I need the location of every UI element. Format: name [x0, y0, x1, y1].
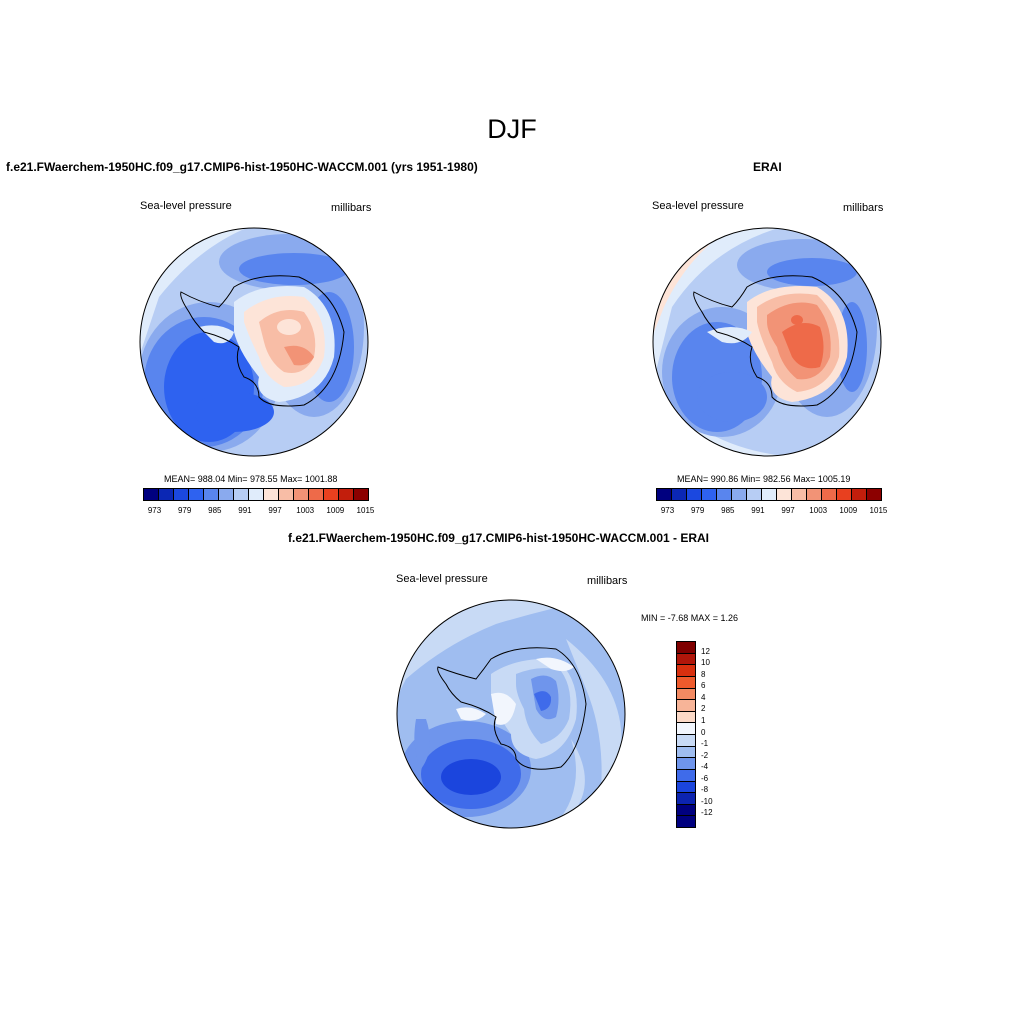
colorbar-swatch — [822, 489, 837, 500]
colorbar-tick-label: 1009 — [326, 506, 345, 515]
colorbar-tick-label: 8 — [701, 669, 706, 679]
colorbar-swatch — [144, 489, 159, 500]
colorbar-swatch — [339, 489, 354, 500]
colorbar-swatch — [837, 489, 852, 500]
colorbar-swatch — [264, 489, 279, 500]
colorbar-swatch — [234, 489, 249, 500]
colorbar-swatch — [677, 653, 695, 666]
colorbar-tick-label: -12 — [701, 808, 713, 818]
colorbar-tick-label: 991 — [751, 506, 765, 515]
colorbar-swatch — [677, 816, 695, 827]
colorbar-swatch — [354, 489, 368, 500]
colorbar-tick-label: 1003 — [296, 506, 315, 515]
colorbar-swatch — [677, 700, 695, 712]
colorbar-swatch — [204, 489, 219, 500]
colorbar-swatch — [677, 746, 695, 759]
colorbar-swatch — [249, 489, 264, 500]
colorbar-swatch — [672, 489, 687, 500]
colorbar-tick-label: 985 — [208, 506, 222, 515]
colorbar-swatch — [677, 781, 695, 794]
colorbar-tick-label: -4 — [701, 762, 709, 772]
colorbar-swatch — [219, 489, 234, 500]
colorbar-swatch — [677, 665, 695, 677]
colorbar-tick-label: -10 — [701, 796, 713, 806]
panel-3-map — [396, 599, 626, 829]
colorbar-tick-label: 985 — [721, 506, 735, 515]
panel-3-colorbar — [676, 641, 696, 828]
colorbar-tick-label: -8 — [701, 785, 709, 795]
colorbar-tick-label: 12 — [701, 646, 710, 656]
colorbar-tick-label: 10 — [701, 658, 710, 668]
colorbar-swatch — [677, 735, 695, 747]
panel-2-stats: MEAN= 990.86 Min= 982.56 Max= 1005.19 — [677, 474, 851, 484]
colorbar-swatch — [309, 489, 324, 500]
colorbar-tick-label: 973 — [660, 506, 675, 515]
colorbar-tick-label: 1015 — [356, 506, 375, 515]
panel-2-colorbar — [656, 488, 882, 501]
colorbar-tick-label: 6 — [701, 681, 706, 691]
panel-2-variable-label: Sea-level pressure — [652, 200, 744, 212]
colorbar-tick-label: 1003 — [809, 506, 828, 515]
colorbar-swatch — [807, 489, 822, 500]
colorbar-swatch — [159, 489, 174, 500]
colorbar-tick-label: 979 — [177, 506, 192, 515]
colorbar-swatch — [677, 723, 695, 735]
colorbar-tick-label: 0 — [701, 727, 706, 737]
colorbar-swatch — [677, 688, 695, 701]
colorbar-tick-label: 1 — [701, 715, 706, 725]
colorbar-tick-label: 4 — [701, 692, 706, 702]
colorbar-swatch — [279, 489, 294, 500]
colorbar-tick-label: -2 — [701, 750, 709, 760]
colorbar-swatch — [747, 489, 762, 500]
colorbar-tick-label: 1009 — [839, 506, 858, 515]
colorbar-swatch — [324, 489, 339, 500]
colorbar-swatch — [852, 489, 867, 500]
panel-2-units-label: millibars — [843, 202, 884, 214]
panel-3-title: f.e21.FWaerchem-1950HC.f09_g17.CMIP6-his… — [288, 531, 710, 545]
figure-title: DJF — [487, 114, 537, 144]
colorbar-swatch — [717, 489, 732, 500]
colorbar-swatch — [677, 769, 695, 782]
panel-1-map — [139, 227, 369, 457]
panel-3-units-label: millibars — [587, 575, 628, 587]
colorbar-swatch — [762, 489, 777, 500]
colorbar-tick-label: 997 — [781, 506, 795, 515]
colorbar-swatch — [174, 489, 189, 500]
panel-1-title: f.e21.FWaerchem-1950HC.f09_g17.CMIP6-his… — [6, 160, 478, 174]
colorbar-swatch — [677, 676, 695, 689]
colorbar-swatch — [792, 489, 807, 500]
colorbar-tick-label: 979 — [690, 506, 705, 515]
colorbar-swatch — [294, 489, 309, 500]
colorbar-tick-label: 991 — [238, 506, 252, 515]
panel-3-stats: MIN = -7.68 MAX = 1.26 — [641, 613, 739, 623]
colorbar-swatch — [677, 711, 695, 724]
panel-1-stats: MEAN= 988.04 Min= 978.55 Max= 1001.88 — [164, 474, 338, 484]
colorbar-tick-label: 1015 — [869, 506, 888, 515]
colorbar-swatch — [702, 489, 717, 500]
panel-1-units-label: millibars — [331, 202, 372, 214]
colorbar-swatch — [677, 642, 695, 654]
colorbar-swatch — [732, 489, 747, 500]
colorbar-swatch — [867, 489, 881, 500]
panel-3-variable-label: Sea-level pressure — [396, 573, 488, 585]
panel-1-colorbar — [143, 488, 369, 501]
colorbar-tick-label: 997 — [268, 506, 282, 515]
colorbar-tick-label: 973 — [147, 506, 162, 515]
colorbar-swatch — [677, 804, 695, 817]
panel-1-variable-label: Sea-level pressure — [140, 200, 232, 212]
colorbar-tick-label: -6 — [701, 773, 709, 783]
colorbar-swatch — [657, 489, 672, 500]
panel-2-map — [652, 227, 882, 457]
colorbar-swatch — [677, 793, 695, 805]
colorbar-swatch — [189, 489, 204, 500]
colorbar-tick-label: -1 — [701, 739, 709, 749]
colorbar-tick-label: 2 — [701, 704, 706, 714]
colorbar-swatch — [777, 489, 792, 500]
colorbar-swatch — [687, 489, 702, 500]
colorbar-swatch — [677, 758, 695, 770]
panel-2-title: ERAI — [753, 160, 782, 174]
